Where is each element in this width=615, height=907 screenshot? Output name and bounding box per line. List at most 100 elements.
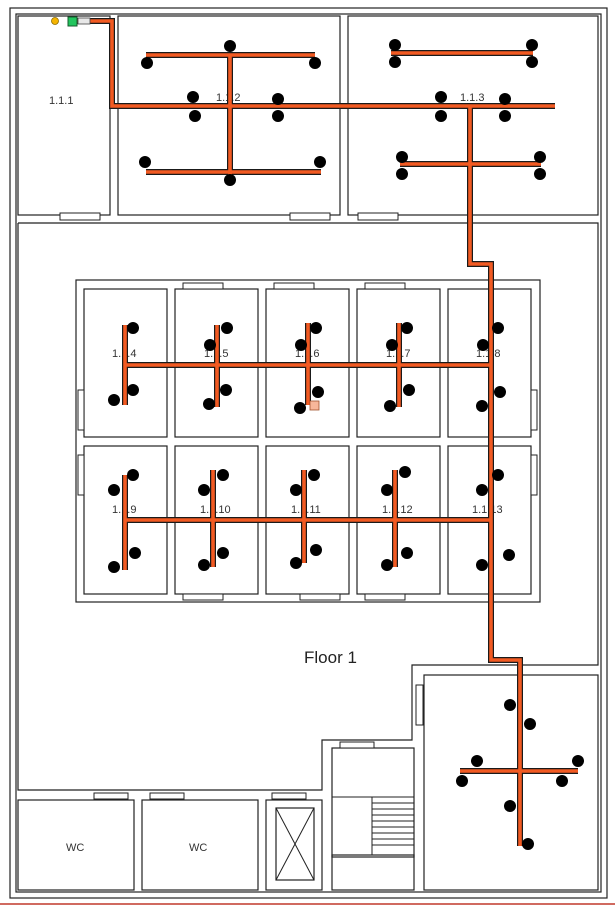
device-dot <box>198 559 210 571</box>
device-dot <box>476 484 488 496</box>
device-dot <box>290 484 302 496</box>
device-dot <box>217 547 229 559</box>
main-hall <box>17 222 599 791</box>
device-dot <box>308 469 320 481</box>
device-dot <box>389 56 401 68</box>
device-dot <box>139 156 151 168</box>
device-dot <box>127 322 139 334</box>
room-label-wc-2: WC <box>189 842 207 854</box>
shaft-room <box>265 799 323 891</box>
device-dot <box>494 386 506 398</box>
connector-icon <box>77 17 91 25</box>
room-labels: 1.1.1 1.1.2 1.1.3 1.1.4 1.1.5 1.1.6 1.1.… <box>49 92 503 854</box>
device-dot <box>384 400 396 412</box>
device-dot <box>492 469 504 481</box>
device-dot <box>189 110 201 122</box>
wc-room-1 <box>17 799 135 891</box>
device-dot <box>396 168 408 180</box>
device-dot <box>224 40 236 52</box>
floor-label: Floor 1 <box>304 648 357 667</box>
device-dot <box>108 561 120 573</box>
device-dot <box>386 339 398 351</box>
room-label-1-1-3: 1.1.3 <box>460 92 484 104</box>
device-dot <box>435 110 447 122</box>
device-dot <box>504 699 516 711</box>
wc-rooms <box>17 792 323 891</box>
yellow-dot-icon <box>51 17 59 25</box>
device-dot <box>129 547 141 559</box>
door-1-1-1 <box>59 212 101 221</box>
device-dot <box>381 484 393 496</box>
device-dot <box>127 384 139 396</box>
wc-room-2 <box>141 799 259 891</box>
device-dot <box>310 544 322 556</box>
device-dot <box>503 549 515 561</box>
device-dot <box>526 39 538 51</box>
device-dot <box>401 547 413 559</box>
device-dot <box>522 838 534 850</box>
device-dot <box>471 755 483 767</box>
green-square-node-icon <box>67 16 78 27</box>
room-label-1-1-1: 1.1.1 <box>49 95 73 107</box>
device-dot <box>108 394 120 406</box>
source-markers <box>51 16 320 411</box>
bottom-right-room <box>415 674 599 891</box>
device-dots <box>108 39 584 850</box>
device-dot <box>108 484 120 496</box>
pipe-outline-layer <box>72 18 578 846</box>
device-dot <box>524 718 536 730</box>
device-dot <box>476 400 488 412</box>
device-dot <box>187 91 199 103</box>
device-dot <box>294 402 306 414</box>
device-dot <box>476 559 488 571</box>
device-dot <box>312 386 324 398</box>
device-dot <box>272 93 284 105</box>
device-dot <box>572 755 584 767</box>
device-dot <box>381 559 393 571</box>
room-1-1-2 <box>117 15 341 216</box>
top-rooms <box>17 15 599 221</box>
device-dot <box>309 57 321 69</box>
device-dot <box>221 322 233 334</box>
crossed-shaft-symbol <box>275 807 315 881</box>
device-dot <box>217 469 229 481</box>
room-label-1-1-13: 1.1.13 <box>472 504 503 516</box>
device-dot <box>499 93 511 105</box>
device-dot <box>456 775 468 787</box>
device-dot <box>526 56 538 68</box>
building-walls <box>9 7 608 899</box>
device-dot <box>499 110 511 122</box>
pipe-network <box>72 18 578 846</box>
device-dot <box>396 151 408 163</box>
device-dot <box>290 557 302 569</box>
device-dot <box>204 339 216 351</box>
device-dot <box>295 339 307 351</box>
device-dot <box>477 339 489 351</box>
device-dot <box>534 168 546 180</box>
device-dot <box>403 384 415 396</box>
device-dot <box>492 322 504 334</box>
room-label-wc-1: WC <box>66 842 84 854</box>
device-dot <box>310 322 322 334</box>
device-dot <box>203 398 215 410</box>
device-dot <box>141 57 153 69</box>
device-dot <box>534 151 546 163</box>
device-dot <box>556 775 568 787</box>
device-dot <box>224 174 236 186</box>
device-dot <box>399 466 411 478</box>
stairs-symbol <box>331 741 415 891</box>
device-dot <box>389 39 401 51</box>
device-dot <box>435 91 447 103</box>
device-dot <box>504 800 516 812</box>
door-1-1-2 <box>289 212 331 221</box>
device-dot <box>220 384 232 396</box>
room-1-1-1 <box>17 15 111 216</box>
device-dot <box>127 469 139 481</box>
door-1-1-3 <box>357 212 399 221</box>
outlet-marker-icon <box>309 400 320 411</box>
device-dot <box>272 110 284 122</box>
device-dot <box>198 484 210 496</box>
pipe-fill-layer <box>72 19 578 846</box>
device-dot <box>314 156 326 168</box>
